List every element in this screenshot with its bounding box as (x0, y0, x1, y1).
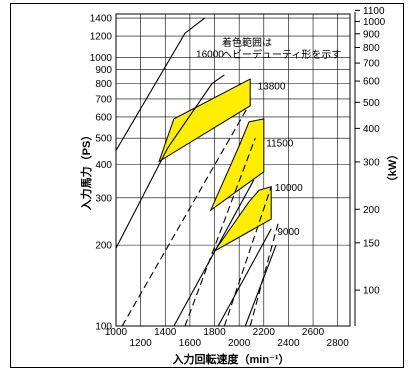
y-tick-label: 900 (95, 65, 112, 76)
heavy-duty-region-13800 (158, 78, 251, 163)
annotation-line-2: ヘビーデューティ形を示す (222, 48, 341, 61)
series-line-16000 (115, 17, 206, 151)
x-axis-title: 入力回転速度（min⁻¹） (172, 352, 289, 366)
y-tick-label: 1000 (90, 53, 113, 64)
series-dashed-line-9000 (249, 221, 280, 327)
x-tick-label: 2600 (302, 327, 325, 338)
x-tick-label: 2200 (253, 327, 276, 338)
y-tick-label: 400 (95, 160, 112, 171)
y2-tick-label: 800 (363, 43, 380, 54)
y2-tick-label: 900 (363, 29, 380, 40)
x-tick-label: 1400 (154, 327, 177, 338)
y2-tick-label: 1000 (363, 17, 386, 28)
series-dashed-line-13800 (121, 109, 247, 327)
y2-tick-label: 300 (363, 157, 380, 168)
series-line-11500 (173, 179, 255, 327)
y-tick-label: 800 (95, 79, 112, 90)
y2-tick-label: 1100 (363, 6, 385, 17)
annotation-line-1: 着色範囲は (222, 36, 272, 49)
series-labels: 16000 13800 11500 10000 9000 (196, 49, 303, 238)
y2-tick-label: 600 (363, 77, 380, 88)
x-tick-label: 2400 (277, 338, 300, 349)
x-tick-label: 1600 (179, 338, 202, 349)
series-label-16000: 16000 (196, 49, 224, 60)
tick-labels: 1002003004005006007008009001000120014001… (90, 14, 349, 349)
chart-frame (10, 3, 404, 368)
y2-tick-label: 100 (363, 286, 380, 297)
x-tick-label: 2800 (327, 338, 350, 349)
series-label-9000: 9000 (277, 227, 300, 238)
series-label-13800: 13800 (258, 81, 286, 92)
series-label-10000: 10000 (275, 183, 303, 194)
x-tick-label: 1800 (203, 327, 226, 338)
y2-axis-title: （kW） (386, 149, 399, 188)
series-label-11500: 11500 (266, 139, 294, 150)
y-tick-label: 600 (95, 112, 112, 123)
heavy-duty-region-10000 (214, 186, 272, 252)
y-tick-label: 100 (95, 322, 112, 333)
plot-border (115, 13, 351, 327)
y2-tick-label: 150 (363, 238, 380, 249)
y-tick-label: 1200 (90, 32, 113, 43)
x-tick-label: 2000 (228, 338, 251, 349)
y2-tick-label: 500 (363, 98, 380, 109)
x-tick-label: 1000 (105, 327, 128, 338)
annotation: 着色範囲は ヘビーデューティ形を示す (222, 36, 341, 61)
y-axis-title: 入力馬力（PS） (79, 130, 93, 211)
heavy-duty-region-11500 (209, 118, 265, 212)
y-tick-label: 500 (95, 134, 112, 145)
series-dashed-line-10000 (223, 186, 272, 327)
series-line-10000 (217, 228, 272, 327)
series-dashed-line-11500 (184, 138, 256, 327)
series-line-13800 (115, 74, 225, 249)
y-tick-label: 300 (95, 193, 112, 204)
y-tick-label: 1400 (90, 14, 113, 25)
y-tick-label: 700 (95, 94, 112, 105)
x-tick-label: 1200 (130, 338, 153, 349)
y-tick-label: 200 (95, 241, 112, 252)
y2-tick-label: 400 (363, 124, 380, 135)
heavy-duty-regions (158, 78, 272, 252)
y2-tick-label: 700 (363, 59, 380, 70)
y2-tick-label: 200 (363, 205, 380, 216)
series-lines (115, 17, 280, 327)
series-line-9000 (244, 244, 277, 327)
